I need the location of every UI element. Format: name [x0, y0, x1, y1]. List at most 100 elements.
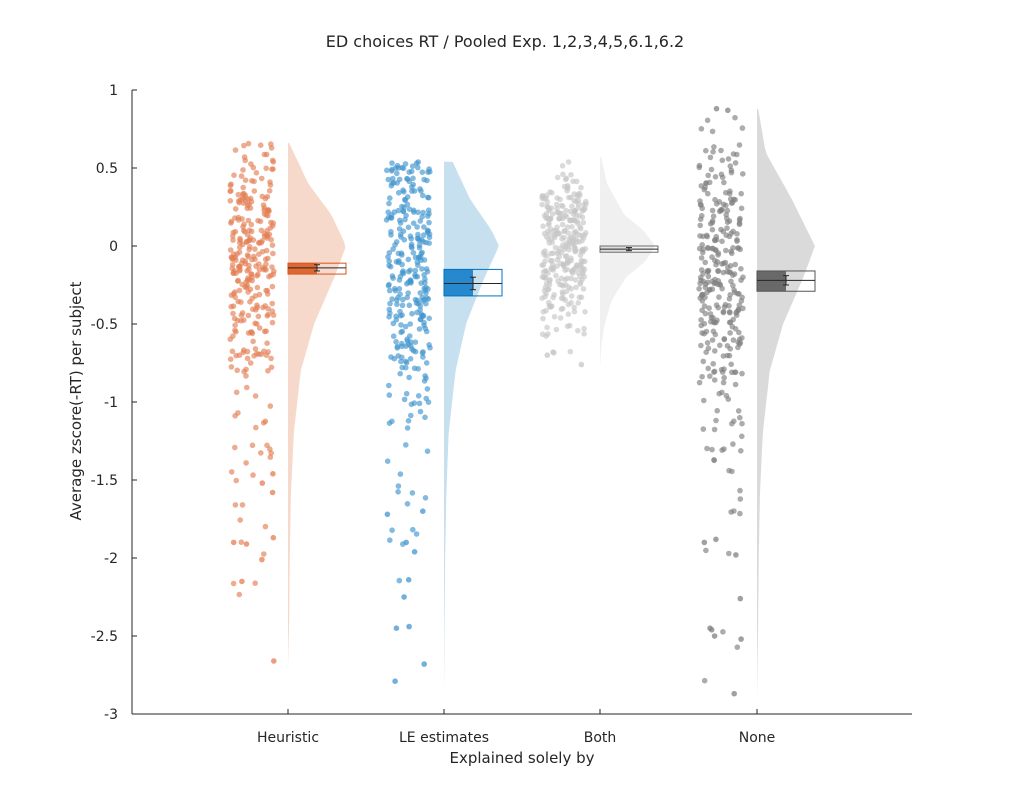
data-point [715, 252, 721, 258]
data-point [426, 240, 433, 246]
data-point [405, 224, 412, 231]
data-point [554, 250, 560, 257]
data-point [721, 374, 727, 381]
data-point [239, 310, 246, 316]
data-point [704, 268, 711, 274]
data-point [386, 200, 392, 207]
data-point [414, 309, 420, 316]
data-point [421, 378, 428, 384]
data-point [704, 117, 711, 124]
data-point [579, 265, 586, 272]
data-point [715, 304, 721, 311]
data-point [248, 161, 254, 167]
data-point [712, 331, 719, 338]
data-point [228, 218, 235, 225]
group-le-estimates: LE estimates [383, 159, 503, 746]
data-point [394, 170, 400, 177]
data-point [727, 292, 733, 298]
data-point [723, 232, 729, 238]
data-point [737, 414, 743, 421]
data-point [407, 356, 414, 362]
data-point [738, 266, 744, 272]
data-point [736, 302, 743, 309]
data-point [255, 351, 262, 358]
data-point [737, 510, 743, 517]
data-point [400, 187, 406, 193]
data-point [737, 215, 743, 222]
data-point [709, 278, 716, 285]
data-point [740, 171, 746, 177]
data-point [704, 244, 711, 251]
data-point [426, 210, 432, 217]
data-point [408, 280, 414, 286]
group-none: None [696, 105, 816, 746]
data-point [737, 595, 744, 602]
data-point [232, 444, 238, 451]
data-point [394, 297, 400, 303]
data-point [729, 369, 735, 376]
data-point [386, 281, 392, 288]
data-point [399, 252, 405, 258]
data-point [232, 147, 239, 153]
data-point [237, 517, 243, 523]
data-point [721, 336, 728, 343]
data-point [738, 205, 745, 212]
data-point [419, 312, 426, 319]
data-point [710, 213, 717, 219]
data-point [553, 326, 560, 333]
data-point [409, 490, 416, 496]
data-point [234, 251, 240, 257]
data-point [711, 368, 718, 375]
data-point [425, 194, 431, 201]
data-point [263, 212, 270, 218]
data-point [413, 531, 420, 537]
data-point [709, 207, 716, 214]
y-tick-label: 0 [109, 239, 118, 255]
data-point [709, 254, 715, 260]
data-point [417, 303, 424, 309]
data-point [739, 433, 745, 440]
data-point [699, 205, 705, 212]
data-point [395, 190, 402, 196]
data-point [547, 304, 554, 311]
data-point [246, 201, 252, 208]
data-point [269, 157, 276, 164]
data-point [701, 320, 708, 327]
data-point [718, 147, 724, 154]
data-point [404, 175, 410, 182]
data-point [263, 151, 270, 158]
data-point [559, 236, 565, 242]
data-point [730, 272, 736, 278]
data-point [415, 262, 421, 269]
data-point [559, 163, 566, 169]
data-point [732, 326, 739, 332]
data-point [245, 217, 252, 224]
data-point [392, 165, 399, 171]
data-point [574, 220, 581, 227]
data-point [230, 580, 237, 587]
data-point [571, 198, 577, 204]
data-point [242, 177, 249, 183]
data-point [270, 534, 277, 541]
data-point [559, 289, 566, 295]
data-point [579, 214, 586, 220]
data-point [572, 277, 579, 283]
data-point [539, 193, 546, 199]
group-both: Both [539, 157, 659, 746]
data-point [389, 296, 395, 302]
data-point [552, 244, 559, 251]
chart-title: ED choices RT / Pooled Exp. 1,2,3,4,5,6.… [326, 32, 684, 51]
data-point [703, 232, 710, 239]
data-point [551, 313, 558, 320]
data-point [249, 330, 256, 337]
data-point [394, 343, 401, 350]
data-point [554, 195, 560, 201]
data-point [706, 179, 713, 186]
data-point [227, 182, 234, 189]
data-point [387, 300, 393, 307]
data-point [403, 390, 410, 397]
data-point [256, 325, 263, 331]
data-point [266, 188, 273, 194]
data-point [400, 208, 407, 215]
data-point [422, 325, 429, 332]
